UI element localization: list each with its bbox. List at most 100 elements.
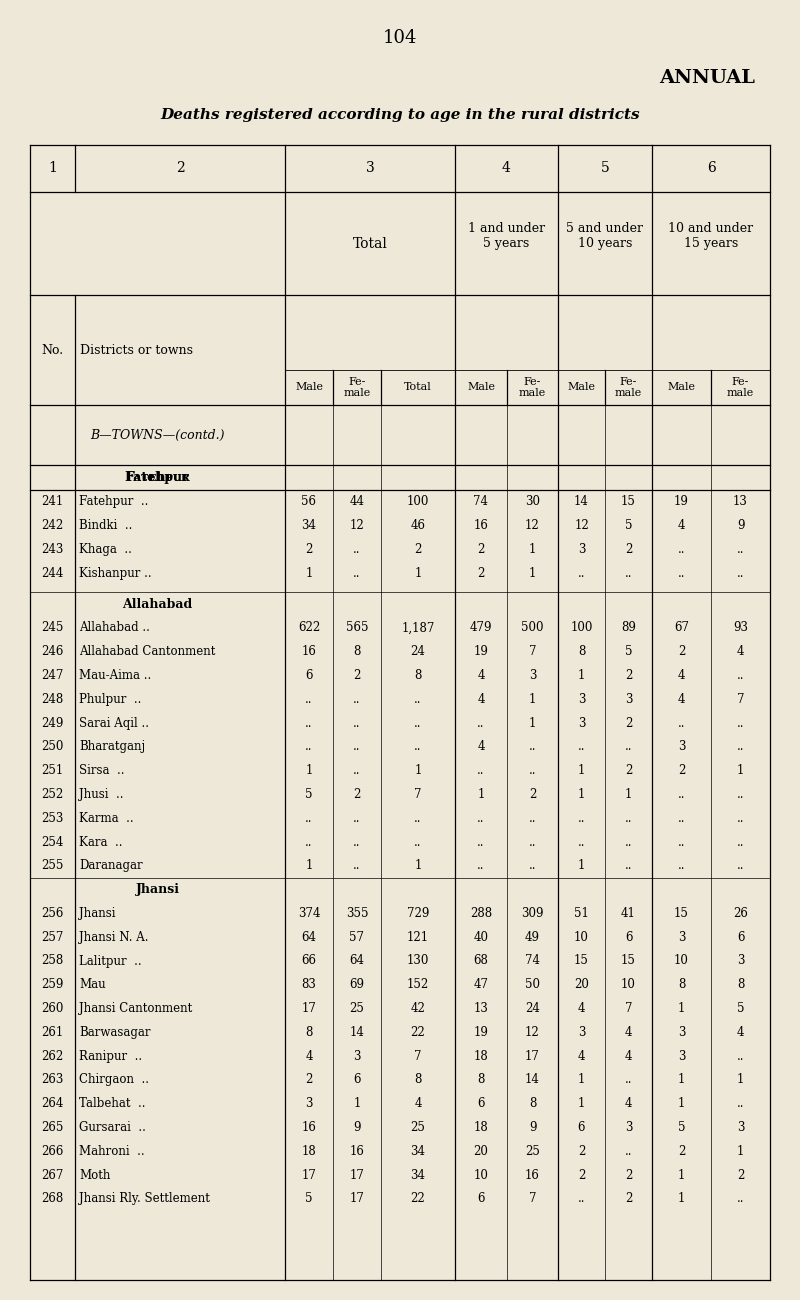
Text: 4: 4 — [678, 693, 686, 706]
Text: 267: 267 — [42, 1169, 64, 1182]
Text: 121: 121 — [407, 931, 429, 944]
Text: 15: 15 — [621, 495, 636, 508]
Text: ..: .. — [354, 543, 361, 556]
Text: Gursarai  ..: Gursarai .. — [79, 1121, 146, 1134]
Text: 5 and under
10 years: 5 and under 10 years — [566, 222, 643, 251]
Text: 66: 66 — [302, 954, 317, 967]
Text: 1: 1 — [578, 1097, 585, 1110]
Text: Phulpur  ..: Phulpur .. — [79, 693, 142, 706]
Text: 6: 6 — [706, 161, 715, 176]
Text: 16: 16 — [302, 645, 317, 658]
Text: 8: 8 — [529, 1097, 536, 1110]
Text: 262: 262 — [42, 1049, 64, 1062]
Text: Jhusi  ..: Jhusi .. — [79, 788, 123, 801]
Text: 44: 44 — [350, 495, 365, 508]
Text: 40: 40 — [474, 931, 489, 944]
Text: 242: 242 — [42, 519, 64, 532]
Text: ..: .. — [306, 716, 313, 729]
Text: 2: 2 — [678, 1145, 685, 1158]
Text: 15: 15 — [621, 954, 636, 967]
Text: ..: .. — [625, 1074, 632, 1087]
Text: 1: 1 — [578, 859, 585, 872]
Text: Lalitpur  ..: Lalitpur .. — [79, 954, 142, 967]
Text: 57: 57 — [350, 931, 365, 944]
Text: 1: 1 — [529, 716, 536, 729]
Text: ..: .. — [737, 1097, 744, 1110]
Text: 245: 245 — [42, 621, 64, 634]
Text: 253: 253 — [42, 811, 64, 824]
Text: 252: 252 — [42, 788, 64, 801]
Text: Jhansi: Jhansi — [79, 907, 115, 920]
Text: ..: .. — [678, 859, 686, 872]
Text: Daranagar: Daranagar — [79, 859, 142, 872]
Text: 257: 257 — [42, 931, 64, 944]
Text: Male: Male — [667, 382, 695, 393]
Text: ..: .. — [578, 836, 586, 849]
Text: ..: .. — [737, 716, 744, 729]
Text: No.: No. — [42, 343, 63, 356]
Text: 2: 2 — [625, 670, 632, 682]
Text: 17: 17 — [525, 1049, 540, 1062]
Text: 8: 8 — [678, 979, 685, 992]
Text: 49: 49 — [525, 931, 540, 944]
Text: ..: .. — [478, 836, 485, 849]
Text: 8: 8 — [478, 1074, 485, 1087]
Text: ..: .. — [678, 567, 686, 580]
Text: 288: 288 — [470, 907, 492, 920]
Text: Allahabad ..: Allahabad .. — [79, 621, 150, 634]
Text: 1: 1 — [414, 859, 422, 872]
Text: 10: 10 — [621, 979, 636, 992]
Text: ..: .. — [625, 567, 632, 580]
Text: 16: 16 — [474, 519, 489, 532]
Text: 152: 152 — [407, 979, 429, 992]
Text: ..: .. — [414, 811, 422, 824]
Text: 3: 3 — [678, 931, 686, 944]
Text: Kishanpur ..: Kishanpur .. — [79, 567, 152, 580]
Text: 14: 14 — [350, 1026, 365, 1039]
Text: Allahabad: Allahabad — [122, 598, 193, 611]
Text: 8: 8 — [414, 1074, 422, 1087]
Text: 7: 7 — [737, 693, 744, 706]
Text: Jhansi: Jhansi — [135, 883, 179, 896]
Text: 3: 3 — [678, 741, 686, 754]
Text: 19: 19 — [474, 645, 489, 658]
Text: Bindki  ..: Bindki .. — [79, 519, 132, 532]
Text: 5: 5 — [625, 645, 632, 658]
Text: ..: .. — [354, 741, 361, 754]
Text: 42: 42 — [410, 1002, 426, 1015]
Text: 4: 4 — [478, 741, 485, 754]
Text: 89: 89 — [621, 621, 636, 634]
Text: 17: 17 — [350, 1192, 365, 1205]
Text: 249: 249 — [42, 716, 64, 729]
Text: 19: 19 — [474, 1026, 489, 1039]
Text: 24: 24 — [525, 1002, 540, 1015]
Text: 2: 2 — [625, 543, 632, 556]
Text: 10: 10 — [674, 954, 689, 967]
Text: ..: .. — [529, 811, 536, 824]
Text: ..: .. — [529, 741, 536, 754]
Text: 7: 7 — [625, 1002, 632, 1015]
Text: ..: .. — [414, 836, 422, 849]
Text: 3: 3 — [737, 1121, 744, 1134]
Text: 2: 2 — [414, 543, 422, 556]
Text: 50: 50 — [525, 979, 540, 992]
Text: Mau-Aima ..: Mau-Aima .. — [79, 670, 151, 682]
Text: ..: .. — [737, 1192, 744, 1205]
Text: Fᴀᴛᴇһᴘᴜʀ: Fᴀᴛᴇһᴘᴜʀ — [125, 471, 190, 484]
Text: 34: 34 — [410, 1169, 426, 1182]
Text: ANNUAL: ANNUAL — [659, 69, 755, 87]
Text: Sarai Aqil ..: Sarai Aqil .. — [79, 716, 149, 729]
Text: 100: 100 — [570, 621, 593, 634]
Text: 20: 20 — [474, 1145, 489, 1158]
Text: 9: 9 — [737, 519, 744, 532]
Text: 64: 64 — [302, 931, 317, 944]
Text: 565: 565 — [346, 621, 368, 634]
Text: 1: 1 — [529, 693, 536, 706]
Text: 2: 2 — [625, 764, 632, 777]
Text: 4: 4 — [478, 670, 485, 682]
Text: ..: .. — [414, 741, 422, 754]
Text: 374: 374 — [298, 907, 320, 920]
Text: Ranipur  ..: Ranipur .. — [79, 1049, 142, 1062]
Text: ..: .. — [578, 567, 586, 580]
Text: Barwasagar: Barwasagar — [79, 1026, 150, 1039]
